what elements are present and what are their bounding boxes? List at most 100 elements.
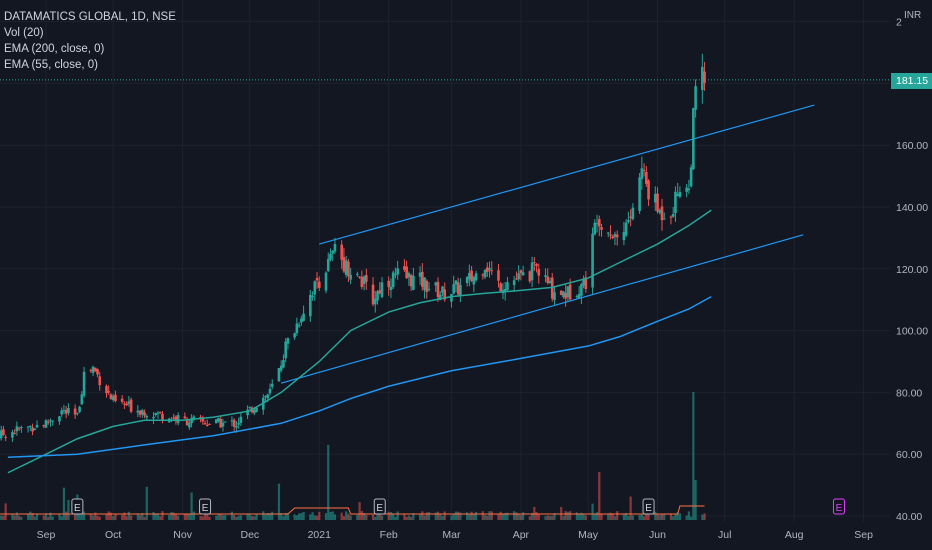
volume-bar <box>342 516 346 520</box>
trendline-group[interactable] <box>281 104 815 384</box>
volume-bar <box>569 511 572 520</box>
volume-bar <box>562 516 565 520</box>
candle-body <box>107 391 111 393</box>
earnings-marker-label: E <box>74 503 81 514</box>
candle-body <box>575 296 579 298</box>
volume-bar <box>584 515 587 520</box>
candle-body <box>172 417 175 419</box>
volume-bar <box>690 516 693 520</box>
volume-bar <box>468 514 471 520</box>
candle-body <box>123 403 126 405</box>
last-price-tag: 181.15 <box>891 73 932 89</box>
volume-bar <box>407 515 410 520</box>
volume-bar <box>11 514 14 520</box>
volume-bar <box>374 516 377 520</box>
earnings-marker[interactable]: E <box>71 498 84 515</box>
time-tick-label: Oct <box>105 529 121 541</box>
earnings-marker[interactable]: E <box>373 498 386 515</box>
volume-bar <box>427 512 431 520</box>
candle-body <box>427 288 431 290</box>
candle-body <box>642 170 646 172</box>
volume-bar <box>78 513 81 520</box>
volume-bar <box>300 513 303 520</box>
candle-body <box>521 272 525 276</box>
volume-bar <box>629 496 632 520</box>
symbol-title[interactable]: DATAMATICS GLOBAL, 1D, NSE <box>4 11 176 23</box>
volume-bar <box>145 486 148 520</box>
candle-body <box>347 261 350 277</box>
earnings-marker[interactable]: E <box>199 498 212 515</box>
indicator-volume[interactable]: Vol (20) <box>4 27 44 39</box>
indicator-ema200[interactable]: EMA (200, close, 0) <box>4 43 105 55</box>
volume-bar <box>141 513 144 520</box>
volume-bar <box>376 513 379 520</box>
volume-bar <box>127 511 130 520</box>
volume-bar <box>51 516 54 520</box>
time-tick-label: Sep <box>37 529 56 541</box>
volume-bar <box>676 512 679 520</box>
indicator-ema55[interactable]: EMA (55, close, 0) <box>4 59 98 71</box>
volume-bar <box>250 516 254 520</box>
volume-bar <box>613 516 617 520</box>
candle-body <box>91 366 95 373</box>
volume-bar <box>74 513 77 520</box>
volume-bar <box>161 511 164 520</box>
candle-body <box>622 232 626 241</box>
upper-channel-line[interactable] <box>319 104 815 245</box>
candle-body <box>17 428 21 430</box>
candle-body <box>313 281 317 295</box>
candle-body <box>640 168 644 179</box>
lower-channel-line[interactable] <box>281 234 804 384</box>
candle-body <box>13 433 16 435</box>
volume-bar <box>457 511 460 520</box>
candle-body <box>407 273 411 278</box>
volume-bar <box>114 513 117 520</box>
candle-body <box>105 385 108 394</box>
time-tick-label: Mar <box>442 529 461 541</box>
volume-bar <box>311 512 314 520</box>
candle-body <box>443 289 447 300</box>
volume-bar <box>654 511 657 520</box>
volume-bar <box>268 513 272 520</box>
volume-bar <box>199 515 202 520</box>
candle-body <box>685 187 688 192</box>
volume-bar <box>33 516 36 520</box>
volume-bar <box>490 511 493 520</box>
time-tick-label: Jun <box>649 529 666 541</box>
candle-body <box>662 218 666 220</box>
candle-body <box>358 276 361 278</box>
candle-body <box>120 398 124 402</box>
candle-body <box>111 396 115 401</box>
time-axis[interactable]: Sep Oct Nov Dec 2021 Feb Mar Apr May Jun Jul Aug Sep <box>37 529 873 541</box>
candle-body <box>537 269 541 276</box>
candle-body <box>403 266 406 270</box>
price-tick-label: 40.00 <box>896 511 922 523</box>
candle-body <box>577 294 581 299</box>
candle-body <box>214 419 218 424</box>
volume-bar <box>513 511 516 520</box>
earnings-marker-label: E <box>836 503 843 514</box>
candle-body <box>506 282 509 290</box>
volume-bar <box>235 516 238 520</box>
candle-body <box>584 277 588 289</box>
candle-body <box>35 424 39 428</box>
volume-bar <box>340 512 343 520</box>
volume-bar <box>324 513 328 520</box>
price-tick-label: 80.00 <box>896 387 922 399</box>
volume-bar <box>546 515 549 520</box>
volume-bar <box>253 516 256 520</box>
candle-body <box>152 416 155 419</box>
volume-bar <box>566 512 570 520</box>
price-axis[interactable]: 2180.00160.00140.00120.00100.0080.0060.0… <box>896 17 928 523</box>
volume-bar <box>60 516 63 520</box>
candle-body <box>129 399 133 412</box>
earnings-marker[interactable]: E <box>832 498 845 515</box>
volume-bar <box>669 513 673 520</box>
volume-bar <box>412 512 415 520</box>
volume-bar <box>156 513 160 520</box>
earnings-marker[interactable]: E <box>642 498 655 515</box>
volume-bar <box>685 515 688 520</box>
candle-body <box>60 410 63 415</box>
